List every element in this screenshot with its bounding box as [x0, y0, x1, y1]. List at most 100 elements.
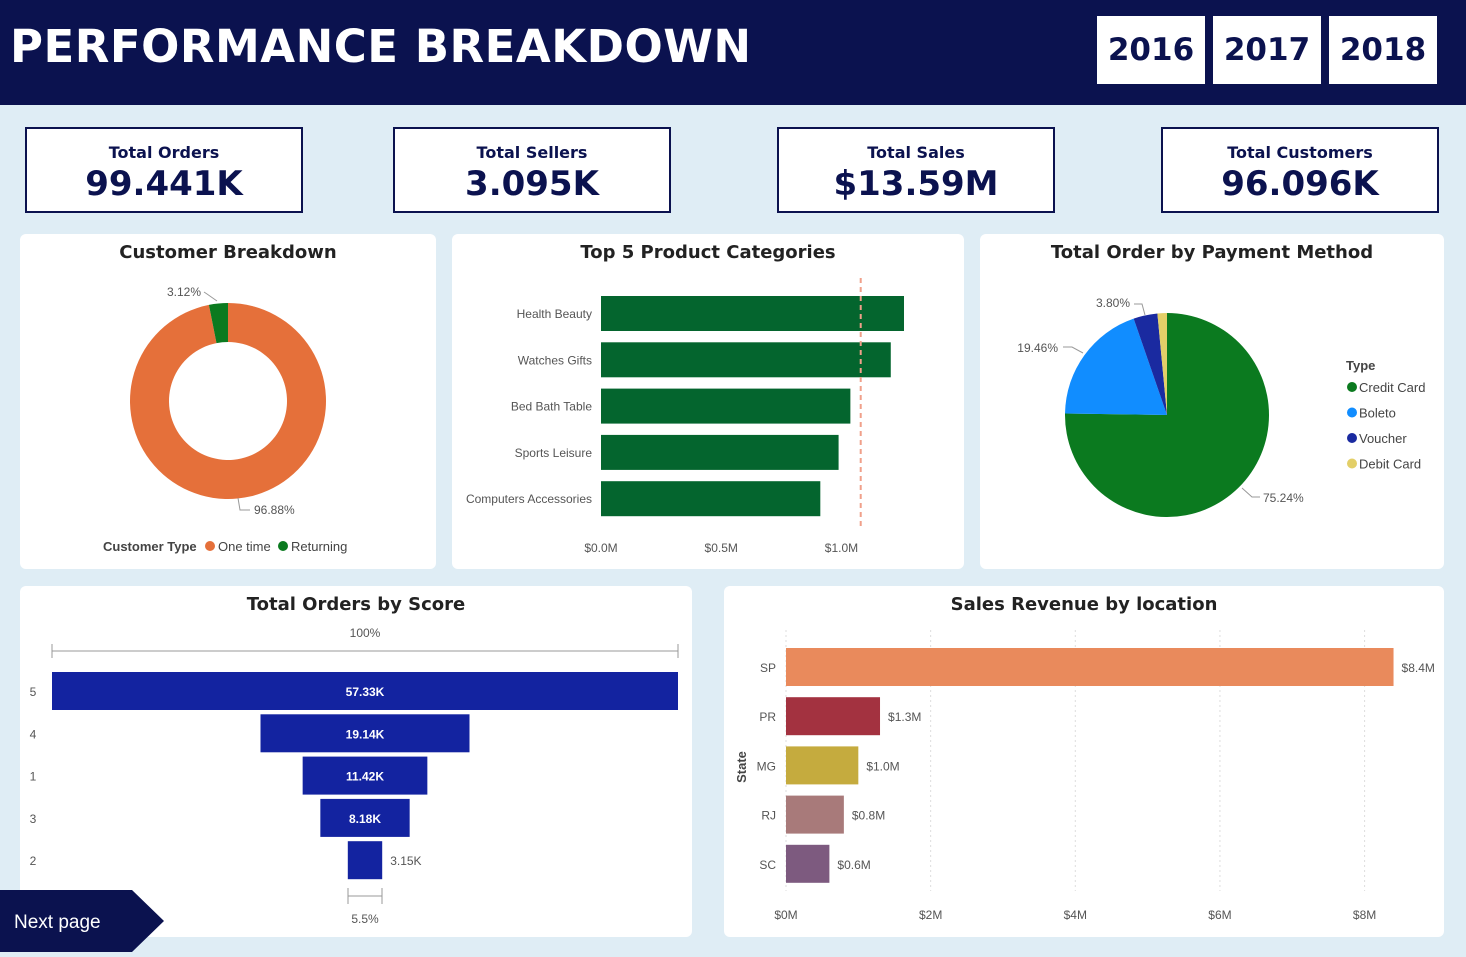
kpi-total-sellers: Total Sellers 3.095K — [393, 127, 671, 213]
pie-leader-credit-card — [1241, 487, 1260, 498]
top-categories-bar-chart: Health Beauty Watches Gifts Bed Bath Table… — [466, 278, 904, 555]
x-tick-label: $4M — [1064, 908, 1087, 922]
kpi-total-customers: Total Customers 96.096K — [1161, 127, 1439, 213]
category-label: Watches Gifts — [518, 353, 592, 367]
x-tick-label: $0.0M — [584, 541, 617, 555]
pie-slice-debit-card — [1157, 313, 1167, 415]
location-bar — [786, 648, 1394, 686]
year-button-2016[interactable]: 2016 — [1097, 16, 1205, 84]
next-page-button[interactable]: Next page — [0, 890, 166, 952]
legend-marker-debit-card — [1347, 458, 1357, 469]
pie-label-boleto: 19.46% — [1017, 341, 1058, 355]
category-bar — [601, 481, 821, 517]
funnel-bottom-label: 5.5% — [351, 912, 379, 926]
funnel-top-bracket — [51, 644, 679, 658]
location-bar — [786, 746, 859, 785]
funnel-value-label: 8.18K — [349, 812, 381, 826]
pie-label-credit-card: 75.24% — [1263, 491, 1304, 505]
pie-leader-voucher — [1134, 303, 1146, 316]
funnel-bar — [52, 672, 678, 710]
chart-title: Sales Revenue by location — [950, 594, 1218, 615]
donut-slice-one-time — [130, 303, 326, 499]
kpi-total-sales: Total Sales $13.59M — [777, 127, 1055, 213]
funnel-bottom-bracket — [347, 888, 383, 904]
kpi-value: 99.441K — [85, 164, 243, 204]
legend-label-one-time: One time — [218, 539, 271, 554]
chart-title: Total Order by Payment Method — [1050, 242, 1374, 263]
donut-slice-returning — [208, 303, 228, 344]
customer-donut-chart: 3.12% 96.88% Customer Type One time Returnin… — [103, 285, 347, 554]
funnel-bar — [302, 756, 428, 795]
top-categories-card: Top 5 Product Categories Health Beauty Wa… — [452, 234, 964, 569]
x-tick-label: $2M — [919, 908, 942, 922]
location-value-label: $8.4M — [1402, 661, 1435, 675]
next-page-label: Next page — [14, 912, 101, 933]
funnel-category-label: 5 — [30, 685, 37, 699]
x-tick-label: $0M — [774, 908, 797, 922]
kpi-total-orders: Total Orders 99.441K — [25, 127, 303, 213]
legend-title: Customer Type — [103, 539, 197, 554]
pie-slice-voucher — [1133, 313, 1167, 415]
legend-marker-one-time — [205, 541, 215, 551]
pie-slice-boleto — [1065, 318, 1167, 415]
legend-marker-returning — [278, 541, 288, 551]
donut-leader-one-time — [237, 497, 250, 511]
donut-leader-returning — [203, 291, 218, 302]
location-category-label: SP — [760, 661, 776, 675]
location-category-label: SC — [759, 858, 776, 872]
donut-label-returning: 3.12% — [167, 285, 201, 299]
legend-marker-voucher — [1347, 433, 1357, 443]
location-bar — [786, 697, 881, 736]
score-funnel-chart: 100% 5 57.33K 4 19.14K 1 11.42K 3 8.18K 2 3.15K 5.5… — [30, 626, 679, 926]
pie-label-voucher: 3.80% — [1096, 296, 1130, 310]
orders-by-score-card: Total Orders by Score 100% 5 57.33K 4 19.14K… — [20, 586, 692, 937]
x-tick-label: $8M — [1353, 908, 1376, 922]
x-tick-label: $1.0M — [825, 541, 858, 555]
legend-title: Type — [1346, 358, 1375, 373]
location-bar — [786, 795, 844, 834]
chart-title: Total Orders by Score — [246, 594, 466, 615]
customer-breakdown-card: Customer Breakdown 3.12% 96.88% Customer T… — [20, 234, 436, 569]
funnel-category-label: 1 — [30, 770, 37, 784]
location-value-label: $0.6M — [837, 858, 870, 872]
payment-method-card: Total Order by Payment Method 75.24% 19.4… — [980, 234, 1444, 569]
kpi-value: 3.095K — [465, 164, 599, 204]
kpi-label: Total Customers — [1227, 143, 1373, 162]
category-bar — [601, 342, 891, 378]
category-label: Bed Bath Table — [511, 400, 593, 414]
funnel-top-label: 100% — [350, 626, 381, 640]
legend-label-credit-card: Credit Card — [1359, 380, 1425, 395]
location-value-label: $1.0M — [866, 759, 899, 773]
pie-leader-boleto — [1063, 346, 1084, 354]
kpi-label: Total Orders — [108, 143, 220, 162]
funnel-bar — [347, 841, 383, 880]
kpi-value: $13.59M — [833, 164, 999, 204]
y-axis-label: State — [734, 751, 749, 783]
funnel-category-label: 4 — [30, 727, 37, 741]
year-button-2017[interactable]: 2017 — [1213, 16, 1321, 84]
page-title: PERFORMANCE BREAKDOWN — [10, 20, 752, 73]
location-value-label: $0.8M — [852, 809, 885, 823]
category-label: Sports Leisure — [515, 446, 593, 460]
category-label: Health Beauty — [517, 307, 592, 321]
location-category-label: PR — [759, 710, 776, 724]
funnel-value-label: 3.15K — [390, 854, 421, 868]
payment-pie-chart: 75.24% 19.46% 3.80% Type Credit Card Boleto Vo… — [1017, 296, 1425, 517]
legend-marker-boleto — [1347, 407, 1357, 418]
x-tick-label: $0.5M — [705, 541, 738, 555]
legend-label-voucher: Voucher — [1359, 431, 1407, 446]
year-button-2018[interactable]: 2018 — [1329, 16, 1437, 84]
legend-label-returning: Returning — [291, 539, 347, 554]
category-bar — [601, 434, 839, 470]
next-page-arrow-shape — [0, 890, 164, 952]
location-category-label: RJ — [761, 809, 776, 823]
location-value-label: $1.3M — [888, 710, 921, 724]
legend-marker-credit-card — [1347, 382, 1357, 392]
funnel-bar — [320, 798, 410, 837]
sales-by-location-card: Sales Revenue by location $0M $2M $4M $6M $8… — [724, 586, 1444, 937]
funnel-value-label: 11.42K — [346, 770, 384, 784]
funnel-value-label: 57.33K — [346, 685, 385, 699]
funnel-bar — [260, 714, 470, 753]
header-bar: PERFORMANCE BREAKDOWN 2016 2017 2018 — [0, 0, 1466, 105]
category-bar — [601, 388, 851, 424]
